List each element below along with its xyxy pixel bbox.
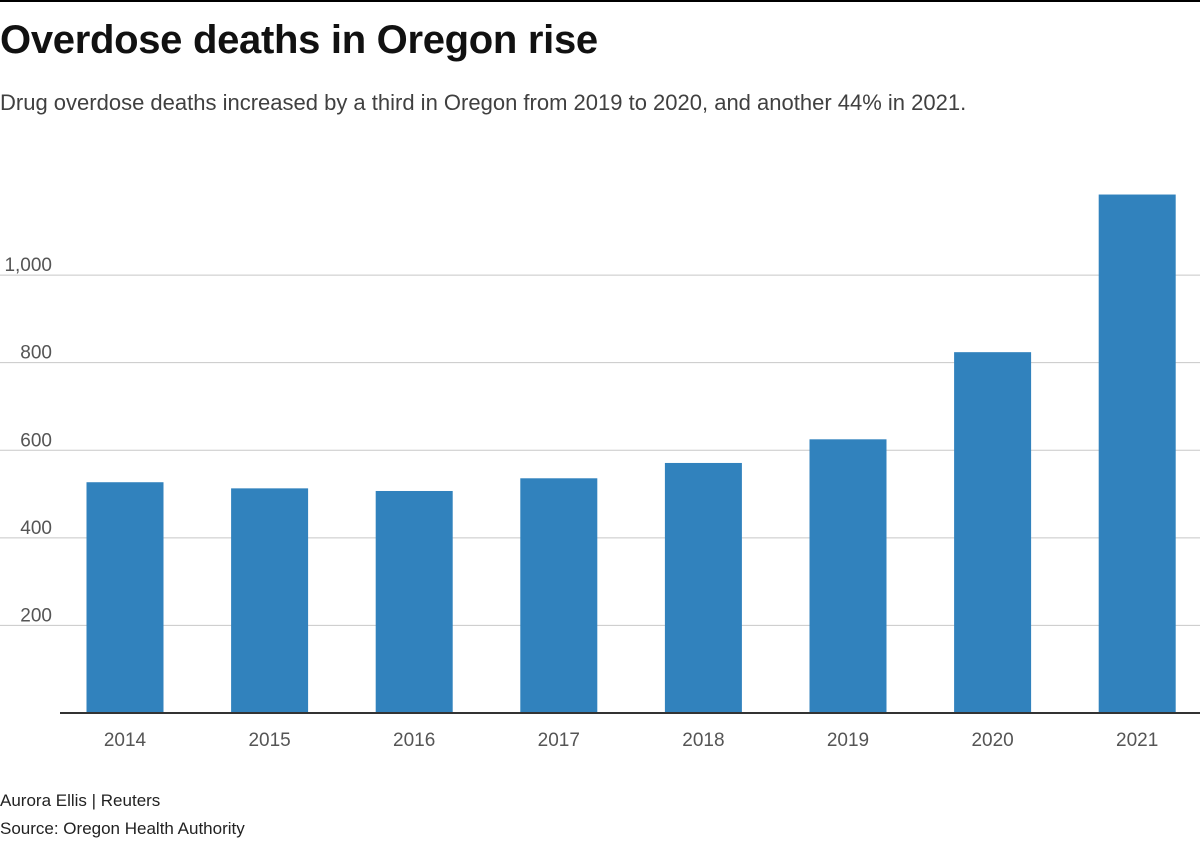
x-tick-label: 2021	[1116, 730, 1158, 751]
bar-2021	[1098, 194, 1176, 714]
x-tick-label: 2018	[682, 730, 724, 751]
y-tick-label: 800	[20, 343, 52, 364]
y-tick-labels: 200 400 600 800 1,000	[4, 255, 52, 626]
y-tick-label: 600	[20, 430, 52, 451]
x-tick-label: 2014	[104, 730, 147, 751]
x-tick-labels: 2014 2015 2016 2017 2018 2019 2020 2021	[104, 730, 1158, 751]
credit-line: Aurora Ellis | Reuters	[0, 791, 161, 810]
bar-chart: 2014 2015 2016 2017 2018 2019 2020 2021 200 400 6…	[0, 194, 1200, 751]
y-tick-label: 200	[20, 605, 52, 626]
bar-2016	[375, 490, 453, 713]
y-tick-label: 400	[20, 518, 52, 539]
bar-2018	[664, 462, 742, 713]
x-tick-label: 2015	[248, 730, 290, 751]
bar-2015	[231, 488, 309, 713]
x-tick-label: 2016	[393, 730, 435, 751]
x-tick-label: 2019	[827, 730, 869, 751]
bar-2017	[520, 478, 598, 713]
x-tick-label: 2020	[971, 730, 1013, 751]
source-line: Source: Oregon Health Authority	[0, 819, 245, 838]
top-rule	[0, 0, 1200, 2]
bar-2014	[86, 482, 164, 713]
bar-2019	[809, 439, 887, 713]
x-tick-label: 2017	[538, 730, 580, 751]
y-tick-label: 1,000	[4, 255, 52, 276]
bars	[86, 194, 1176, 714]
bar-2020	[954, 352, 1032, 713]
chart-title: Overdose deaths in Oregon rise	[0, 18, 598, 62]
chart-subtitle: Drug overdose deaths increased by a thir…	[0, 90, 967, 115]
